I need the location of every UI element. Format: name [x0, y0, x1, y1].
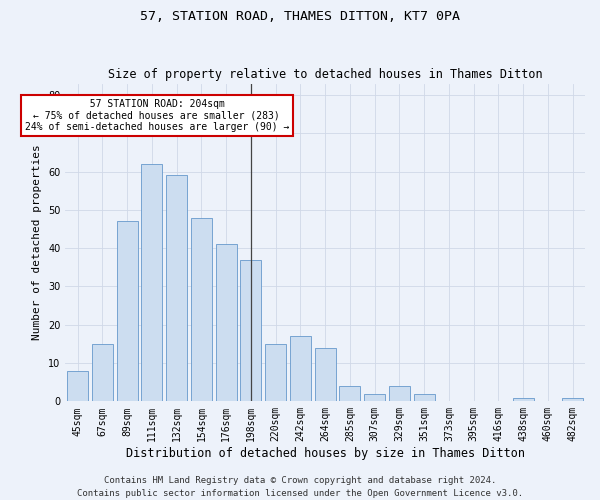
Bar: [92, 344, 113, 402]
Text: Contains HM Land Registry data © Crown copyright and database right 2024.
Contai: Contains HM Land Registry data © Crown c…: [77, 476, 523, 498]
Bar: [166, 176, 187, 402]
X-axis label: Distribution of detached houses by size in Thames Ditton: Distribution of detached houses by size …: [125, 447, 524, 460]
Bar: [290, 336, 311, 402]
Text: 57 STATION ROAD: 204sqm  
← 75% of detached houses are smaller (283)
24% of semi: 57 STATION ROAD: 204sqm ← 75% of detache…: [25, 99, 289, 132]
Bar: [142, 164, 163, 402]
Bar: [67, 370, 88, 402]
Bar: [314, 348, 335, 402]
Bar: [241, 260, 262, 402]
Bar: [191, 218, 212, 402]
Title: Size of property relative to detached houses in Thames Ditton: Size of property relative to detached ho…: [108, 68, 542, 81]
Bar: [265, 344, 286, 402]
Bar: [340, 386, 361, 402]
Bar: [389, 386, 410, 402]
Bar: [562, 398, 583, 402]
Bar: [512, 398, 533, 402]
Text: 57, STATION ROAD, THAMES DITTON, KT7 0PA: 57, STATION ROAD, THAMES DITTON, KT7 0PA: [140, 10, 460, 23]
Bar: [413, 394, 434, 402]
Y-axis label: Number of detached properties: Number of detached properties: [32, 144, 43, 340]
Bar: [215, 244, 236, 402]
Bar: [364, 394, 385, 402]
Bar: [116, 222, 137, 402]
